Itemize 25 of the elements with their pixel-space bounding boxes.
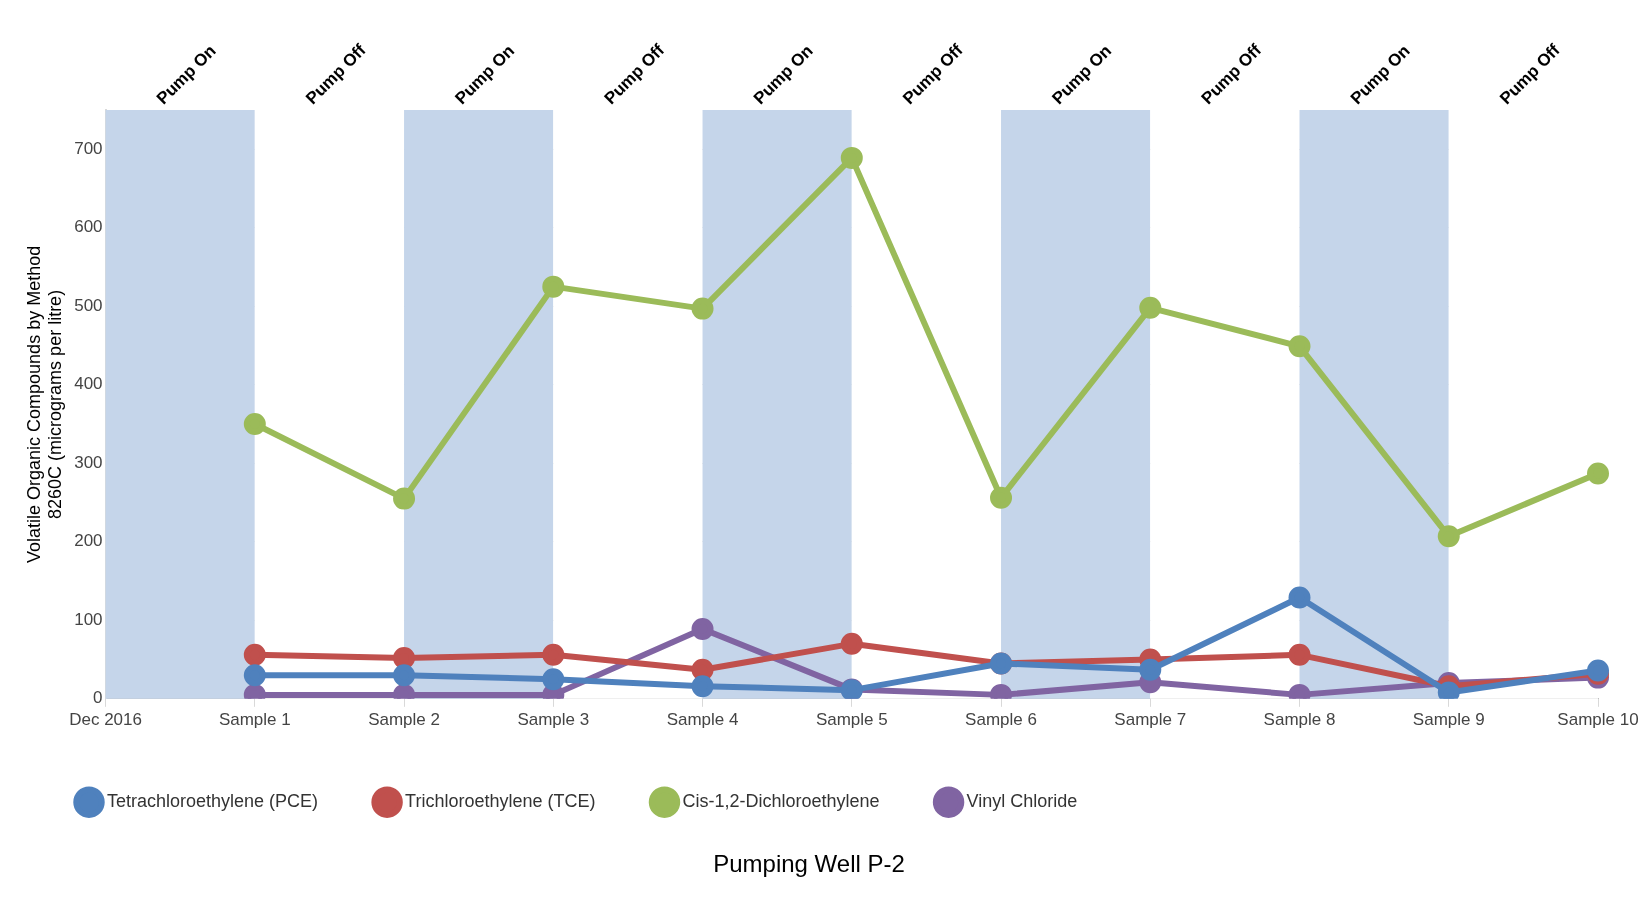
legend-label: Tetrachloroethylene (PCE) xyxy=(107,791,319,812)
text: Pumping Well P-2 xyxy=(713,850,905,878)
y-axis-title: Volatile Organic Compounds by Method 8260C (micrograms per litre) xyxy=(23,245,66,563)
legend-label: Vinyl Chloride xyxy=(966,791,1078,812)
x-tick-label: Sample 6 xyxy=(965,709,1037,729)
y-tick-label: 0 xyxy=(93,688,103,708)
x-tick-label: Sample 9 xyxy=(1412,709,1485,729)
y-tick-label: 300 xyxy=(74,452,103,472)
x-tick-label: Sample 4 xyxy=(666,709,739,729)
x-tick-label: Sample 7 xyxy=(1114,709,1187,729)
x-tick-label: Sample 10 xyxy=(1557,709,1639,729)
y-tick-label: 700 xyxy=(74,138,103,158)
x-tick-label: Sample 1 xyxy=(218,709,291,729)
legend-label: Cis-1,2-Dichloroethylene xyxy=(682,791,880,812)
y-tick-label: 400 xyxy=(74,374,103,394)
y-tick-label: 100 xyxy=(74,609,103,629)
y-tick-label: 500 xyxy=(74,295,103,315)
x-tick-label: Sample 2 xyxy=(368,709,440,729)
y-tick-label: 200 xyxy=(74,531,103,551)
x-tick-label: Sample 3 xyxy=(517,709,590,729)
legend-label: Trichloroethylene (TCE) xyxy=(405,791,596,812)
y-tick-label: 600 xyxy=(74,217,103,237)
x-tick-label: Sample 5 xyxy=(815,709,888,729)
x-tick-label: Dec 2016 xyxy=(69,709,142,729)
x-tick-label: Sample 8 xyxy=(1263,709,1336,729)
